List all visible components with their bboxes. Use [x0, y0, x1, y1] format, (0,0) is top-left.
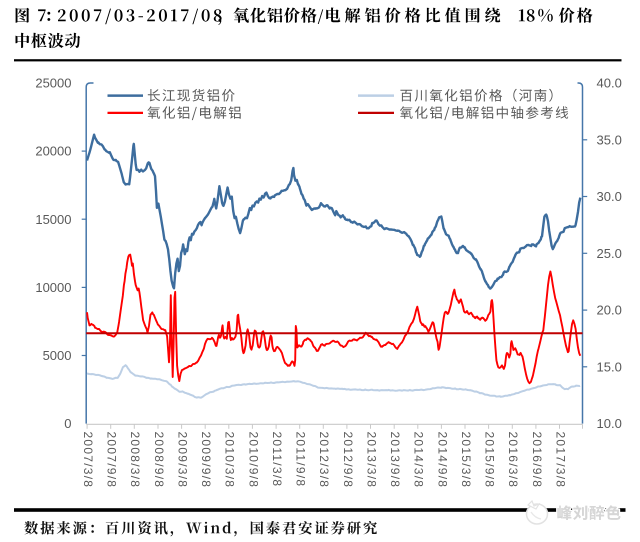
- svg-text:2014/9/8: 2014/9/8: [435, 432, 449, 489]
- svg-text:2007/3/8: 2007/3/8: [81, 432, 95, 489]
- svg-text:2008/9/8: 2008/9/8: [152, 432, 166, 489]
- svg-text:40.0: 40.0: [597, 76, 622, 91]
- svg-text:2015/3/8: 2015/3/8: [459, 432, 473, 489]
- svg-text:2008/3/8: 2008/3/8: [128, 432, 142, 489]
- svg-text:2009/3/8: 2009/3/8: [176, 432, 190, 489]
- svg-text:30.0: 30.0: [597, 189, 622, 204]
- svg-text:2016/9/8: 2016/9/8: [530, 432, 544, 489]
- svg-text:10.0: 10.0: [597, 416, 622, 431]
- svg-text:2007/9/8: 2007/9/8: [105, 432, 119, 489]
- svg-text:25.0: 25.0: [597, 246, 622, 261]
- svg-text:2015/9/8: 2015/9/8: [483, 432, 497, 489]
- svg-text:15000: 15000: [35, 212, 71, 227]
- svg-text:2009/9/8: 2009/9/8: [199, 432, 213, 489]
- svg-text:2017/3/8: 2017/3/8: [553, 432, 567, 489]
- svg-text:2011/3/8: 2011/3/8: [270, 432, 284, 488]
- svg-text:2013/9/8: 2013/9/8: [388, 432, 402, 489]
- svg-text:20.0: 20.0: [597, 303, 622, 318]
- svg-text:2013/3/8: 2013/3/8: [364, 432, 378, 489]
- svg-text:2010/9/8: 2010/9/8: [246, 432, 260, 489]
- svg-text:2016/3/8: 2016/3/8: [506, 432, 520, 489]
- svg-text:35.0: 35.0: [597, 132, 622, 147]
- svg-text:15.0: 15.0: [597, 359, 622, 374]
- svg-text:10000: 10000: [35, 280, 71, 295]
- svg-text:2011/9/8: 2011/9/8: [294, 432, 308, 488]
- svg-text:2012/9/8: 2012/9/8: [341, 432, 355, 489]
- svg-text:2012/3/8: 2012/3/8: [317, 432, 331, 489]
- svg-text:5000: 5000: [43, 348, 72, 363]
- svg-text:20000: 20000: [35, 144, 71, 159]
- svg-text:0: 0: [64, 416, 71, 431]
- svg-text:25000: 25000: [35, 76, 71, 91]
- svg-text:2010/3/8: 2010/3/8: [223, 432, 237, 489]
- svg-text:2014/3/8: 2014/3/8: [412, 432, 426, 489]
